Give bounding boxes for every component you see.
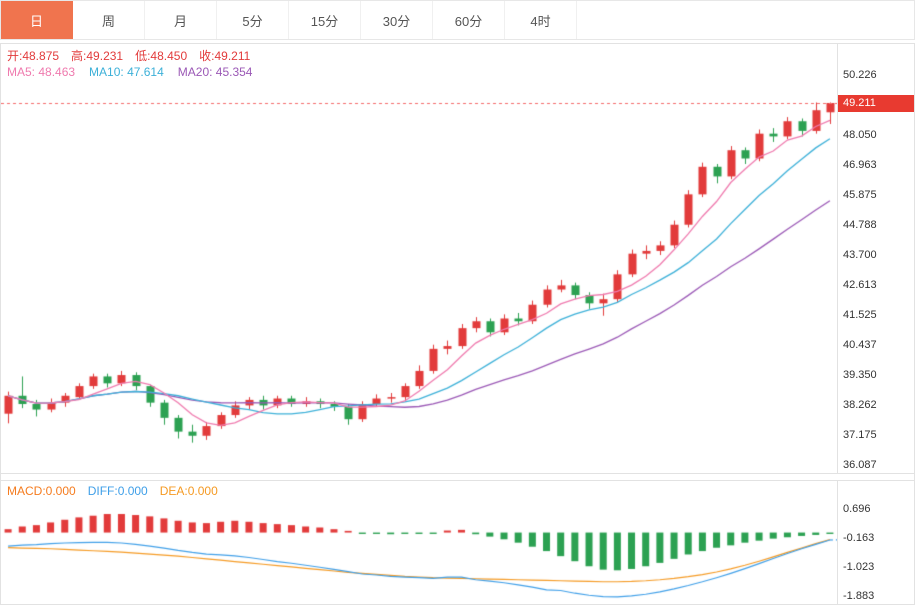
axis-tick: -0.163 [843,532,875,545]
axis-tick: 50.226 [843,69,877,81]
open-value: 开:48.875 [7,49,60,63]
ma10-value: MA10: 47.614 [89,65,164,79]
axis-tick: 44.788 [843,219,877,232]
chart-container: 开:48.875 高:49.231 低:48.450 收:49.211 MA5:… [0,43,915,605]
axis-tick: 43.700 [843,249,877,262]
tab-4hour[interactable]: 4时 [505,1,577,39]
macd-canvas[interactable] [1,481,837,604]
axis-tick: 38.262 [843,399,877,412]
current-price-tag: 49.211 [838,95,914,112]
axis-tick: 42.613 [843,279,877,292]
tab-60min[interactable]: 60分 [433,1,505,39]
macd-value: MACD:0.000 [7,484,76,498]
price-axis: 49.211 50.226 48.050 46.963 45.875 44.788 43.… [837,44,914,473]
macd-axis: 0.696 -0.163 -1.023 -1.883 [837,481,914,604]
axis-tick: 0.696 [843,503,871,516]
axis-tick: 37.175 [843,429,877,442]
tab-week[interactable]: 周 [73,1,145,39]
timeframe-tabbar: 日周月 5分 15分 30分 60分 4时 [0,0,915,40]
macd-info-bar: MACD:0.000 DIFF:0.000 DEA:0.000 [7,484,218,498]
high-value: 高:49.231 [71,49,124,63]
macd-plot[interactable]: MACD:0.000 DIFF:0.000 DEA:0.000 [1,481,837,604]
tab-5min[interactable]: 5分 [217,1,289,39]
axis-tick: 36.087 [843,459,877,472]
close-value: 收:49.211 [199,49,251,63]
ohlc-info-bar: 开:48.875 高:49.231 低:48.450 收:49.211 [7,47,250,64]
macd-panel: MACD:0.000 DIFF:0.000 DEA:0.000 0.696 -0.… [1,480,914,604]
axis-tick: 45.875 [843,189,877,202]
diff-value: DIFF:0.000 [87,484,148,498]
axis-tick: -1.023 [843,561,875,574]
candlestick-plot[interactable]: 开:48.875 高:49.231 低:48.450 收:49.211 MA5:… [1,44,837,473]
tab-30min[interactable]: 30分 [361,1,433,39]
main-chart-panel: 开:48.875 高:49.231 低:48.450 收:49.211 MA5:… [1,44,914,474]
axis-tick: 46.963 [843,159,877,172]
candlestick-canvas[interactable] [1,44,837,473]
axis-tick: -1.883 [843,590,875,602]
ma5-value: MA5: 48.463 [7,65,76,79]
tab-15min[interactable]: 15分 [289,1,361,39]
low-value: 低:48.450 [135,49,188,63]
axis-tick: 39.350 [843,369,877,382]
tab-month[interactable]: 月 [145,1,217,39]
ma20-value: MA20: 45.354 [177,65,253,79]
axis-tick: 40.437 [843,339,877,352]
panel-divider [1,474,914,480]
axis-tick: 48.050 [843,129,877,142]
dea-value: DEA:0.000 [159,484,218,498]
axis-tick: 41.525 [843,309,877,322]
tab-day[interactable]: 日 [1,1,73,39]
ma-info-bar: MA5: 48.463 MA10: 47.614 MA20: 45.354 [7,65,252,79]
